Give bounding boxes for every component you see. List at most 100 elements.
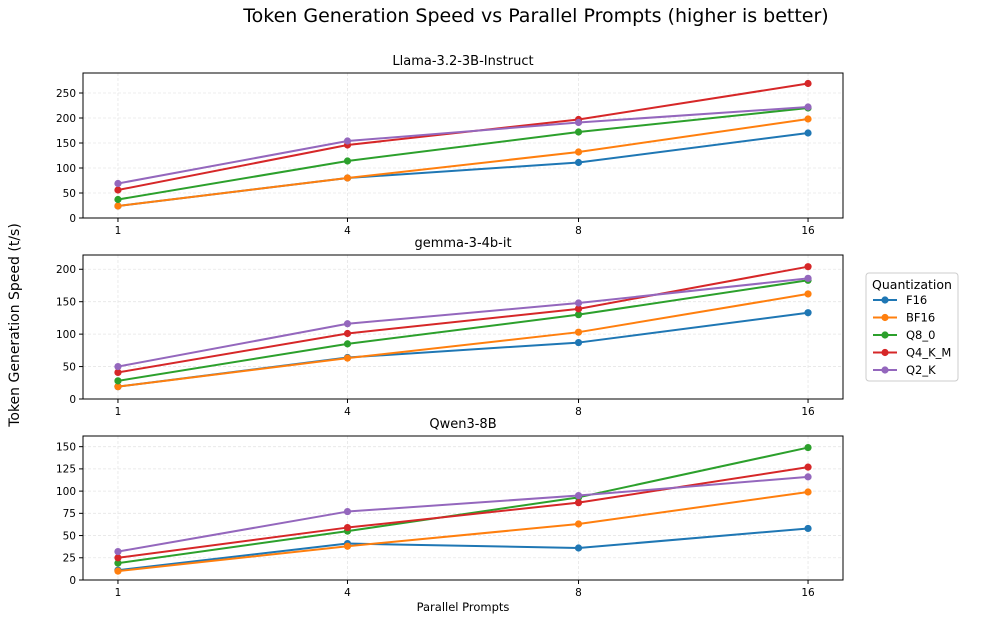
x-tick-label: 16 bbox=[801, 406, 815, 418]
series-line-bf16 bbox=[117, 292, 809, 388]
series-line-q2-k bbox=[117, 277, 809, 368]
y-tick-label: 250 bbox=[56, 88, 76, 100]
data-point-q8-0 bbox=[114, 559, 122, 567]
x-tick-label: 1 bbox=[115, 225, 122, 237]
subplot-1: 0 50 100 150 200 250 1 4 8 16 Llama-3.2-3B-Instruc… bbox=[56, 54, 844, 237]
y-tick-label: 75 bbox=[63, 508, 76, 520]
x-tick-label: 4 bbox=[344, 225, 351, 237]
y-tick-label: 200 bbox=[56, 113, 76, 125]
data-point-q4-k-m bbox=[114, 368, 122, 377]
data-point-f16 bbox=[574, 338, 583, 347]
data-point-q4-k-m bbox=[343, 523, 352, 532]
legend-marker-bf16 bbox=[881, 313, 889, 322]
data-point-q8-0 bbox=[343, 340, 352, 348]
data-point-q2-k bbox=[804, 473, 812, 481]
data-point-bf16 bbox=[804, 488, 812, 496]
legend-marker-q2-k bbox=[881, 366, 889, 374]
figure-title: Token Generation Speed vs Parallel Promp… bbox=[242, 5, 828, 27]
data-point-q8-0 bbox=[343, 157, 352, 165]
legend-title: Quantization bbox=[872, 277, 952, 292]
data-point-bf16 bbox=[114, 383, 122, 391]
data-point-q4-k-m bbox=[574, 499, 583, 507]
data-point-bf16 bbox=[114, 567, 122, 575]
data-point-bf16 bbox=[804, 115, 812, 123]
y-tick-label: 0 bbox=[69, 394, 76, 406]
data-point-q2-k bbox=[114, 179, 122, 188]
legend-label-f16: F16 bbox=[906, 293, 927, 307]
series-line-q8-0 bbox=[117, 279, 809, 382]
data-point-q4-k-m bbox=[114, 186, 122, 194]
y-tick-label: 0 bbox=[69, 213, 76, 225]
legend-label-q2-k: Q2_K bbox=[906, 363, 936, 377]
x-tick-label: 4 bbox=[344, 587, 351, 599]
plot-frame bbox=[82, 435, 844, 581]
data-point-q2-k bbox=[804, 274, 812, 282]
y-tick-label: 200 bbox=[56, 264, 76, 276]
legend-marker-q8-0 bbox=[881, 331, 889, 339]
data-point-bf16 bbox=[574, 148, 583, 156]
x-tick-label: 16 bbox=[801, 587, 815, 599]
data-point-f16 bbox=[804, 524, 812, 533]
data-point-bf16 bbox=[574, 328, 583, 336]
legend-marker-q4-k-m bbox=[881, 348, 889, 357]
x-tick-label: 1 bbox=[115, 406, 122, 418]
data-point-bf16 bbox=[114, 202, 122, 210]
data-point-f16 bbox=[804, 129, 812, 137]
data-point-q4-k-m bbox=[114, 554, 122, 562]
figure-y-label: Token Generation Speed (t/s) bbox=[7, 223, 23, 428]
legend: Quantization F16 BF16 Q8_0 Q4_K_M Q2_K bbox=[865, 272, 959, 382]
y-tick-label: 125 bbox=[56, 464, 76, 476]
data-point-q2-k bbox=[343, 137, 352, 145]
legend-label-q8-0: Q8_0 bbox=[906, 328, 935, 342]
x-tick-label: 1 bbox=[115, 587, 122, 599]
series-line-q2-k bbox=[117, 475, 809, 553]
data-point-q4-k-m bbox=[343, 329, 352, 338]
subplot-2: 0 50 100 150 200 1 4 8 16 gemma-3-4b-it bbox=[56, 236, 844, 418]
series-line-q8-0 bbox=[117, 107, 809, 201]
plot-frame bbox=[82, 72, 844, 219]
y-tick-label: 50 bbox=[63, 361, 76, 373]
data-point-q8-0 bbox=[574, 128, 583, 136]
data-point-q2-k bbox=[114, 547, 122, 556]
y-tick-label: 150 bbox=[56, 441, 76, 453]
data-point-q4-k-m bbox=[804, 463, 812, 471]
data-point-bf16 bbox=[343, 354, 352, 362]
series-line-q4-k-m bbox=[117, 265, 809, 374]
x-tick-label: 8 bbox=[575, 225, 582, 237]
x-tick-label: 8 bbox=[575, 406, 582, 418]
data-point-f16 bbox=[804, 309, 812, 317]
y-tick-label: 150 bbox=[56, 297, 76, 309]
data-point-q8-0 bbox=[804, 443, 812, 452]
subplot-title: Qwen3-8B bbox=[429, 417, 496, 432]
y-tick-label: 0 bbox=[69, 575, 76, 587]
data-point-q2-k bbox=[114, 362, 122, 371]
y-tick-label: 50 bbox=[63, 530, 76, 542]
data-point-f16 bbox=[574, 158, 583, 167]
plot-frame bbox=[82, 254, 844, 400]
subplot-title: gemma-3-4b-it bbox=[414, 236, 511, 251]
data-point-q2-k bbox=[804, 103, 812, 111]
data-point-q8-0 bbox=[114, 195, 122, 204]
series-line-q2-k bbox=[117, 106, 809, 185]
series-line-f16 bbox=[117, 311, 809, 388]
data-point-q4-k-m bbox=[804, 79, 812, 88]
data-point-q4-k-m bbox=[804, 263, 812, 271]
data-point-q4-k-m bbox=[574, 305, 583, 313]
series-line-q4-k-m bbox=[117, 82, 809, 191]
data-point-bf16 bbox=[574, 520, 583, 528]
data-point-q2-k bbox=[574, 491, 583, 500]
subplot-3: 0 25 50 75 100 125 150 1 4 8 16 Qwen3-8B Parallel Pr… bbox=[56, 417, 844, 614]
data-point-q2-k bbox=[574, 118, 583, 127]
series-line-q4-k-m bbox=[117, 466, 809, 559]
series-line-f16 bbox=[117, 527, 809, 572]
y-tick-label: 100 bbox=[56, 329, 76, 341]
data-point-q8-0 bbox=[114, 377, 122, 385]
series-line-bf16 bbox=[117, 118, 809, 207]
y-tick-label: 150 bbox=[56, 138, 76, 150]
legend-label-bf16: BF16 bbox=[906, 311, 935, 325]
data-point-q2-k bbox=[343, 507, 352, 516]
x-tick-label: 4 bbox=[344, 406, 351, 418]
x-tick-label: 16 bbox=[801, 225, 815, 237]
y-tick-label: 100 bbox=[56, 486, 76, 498]
